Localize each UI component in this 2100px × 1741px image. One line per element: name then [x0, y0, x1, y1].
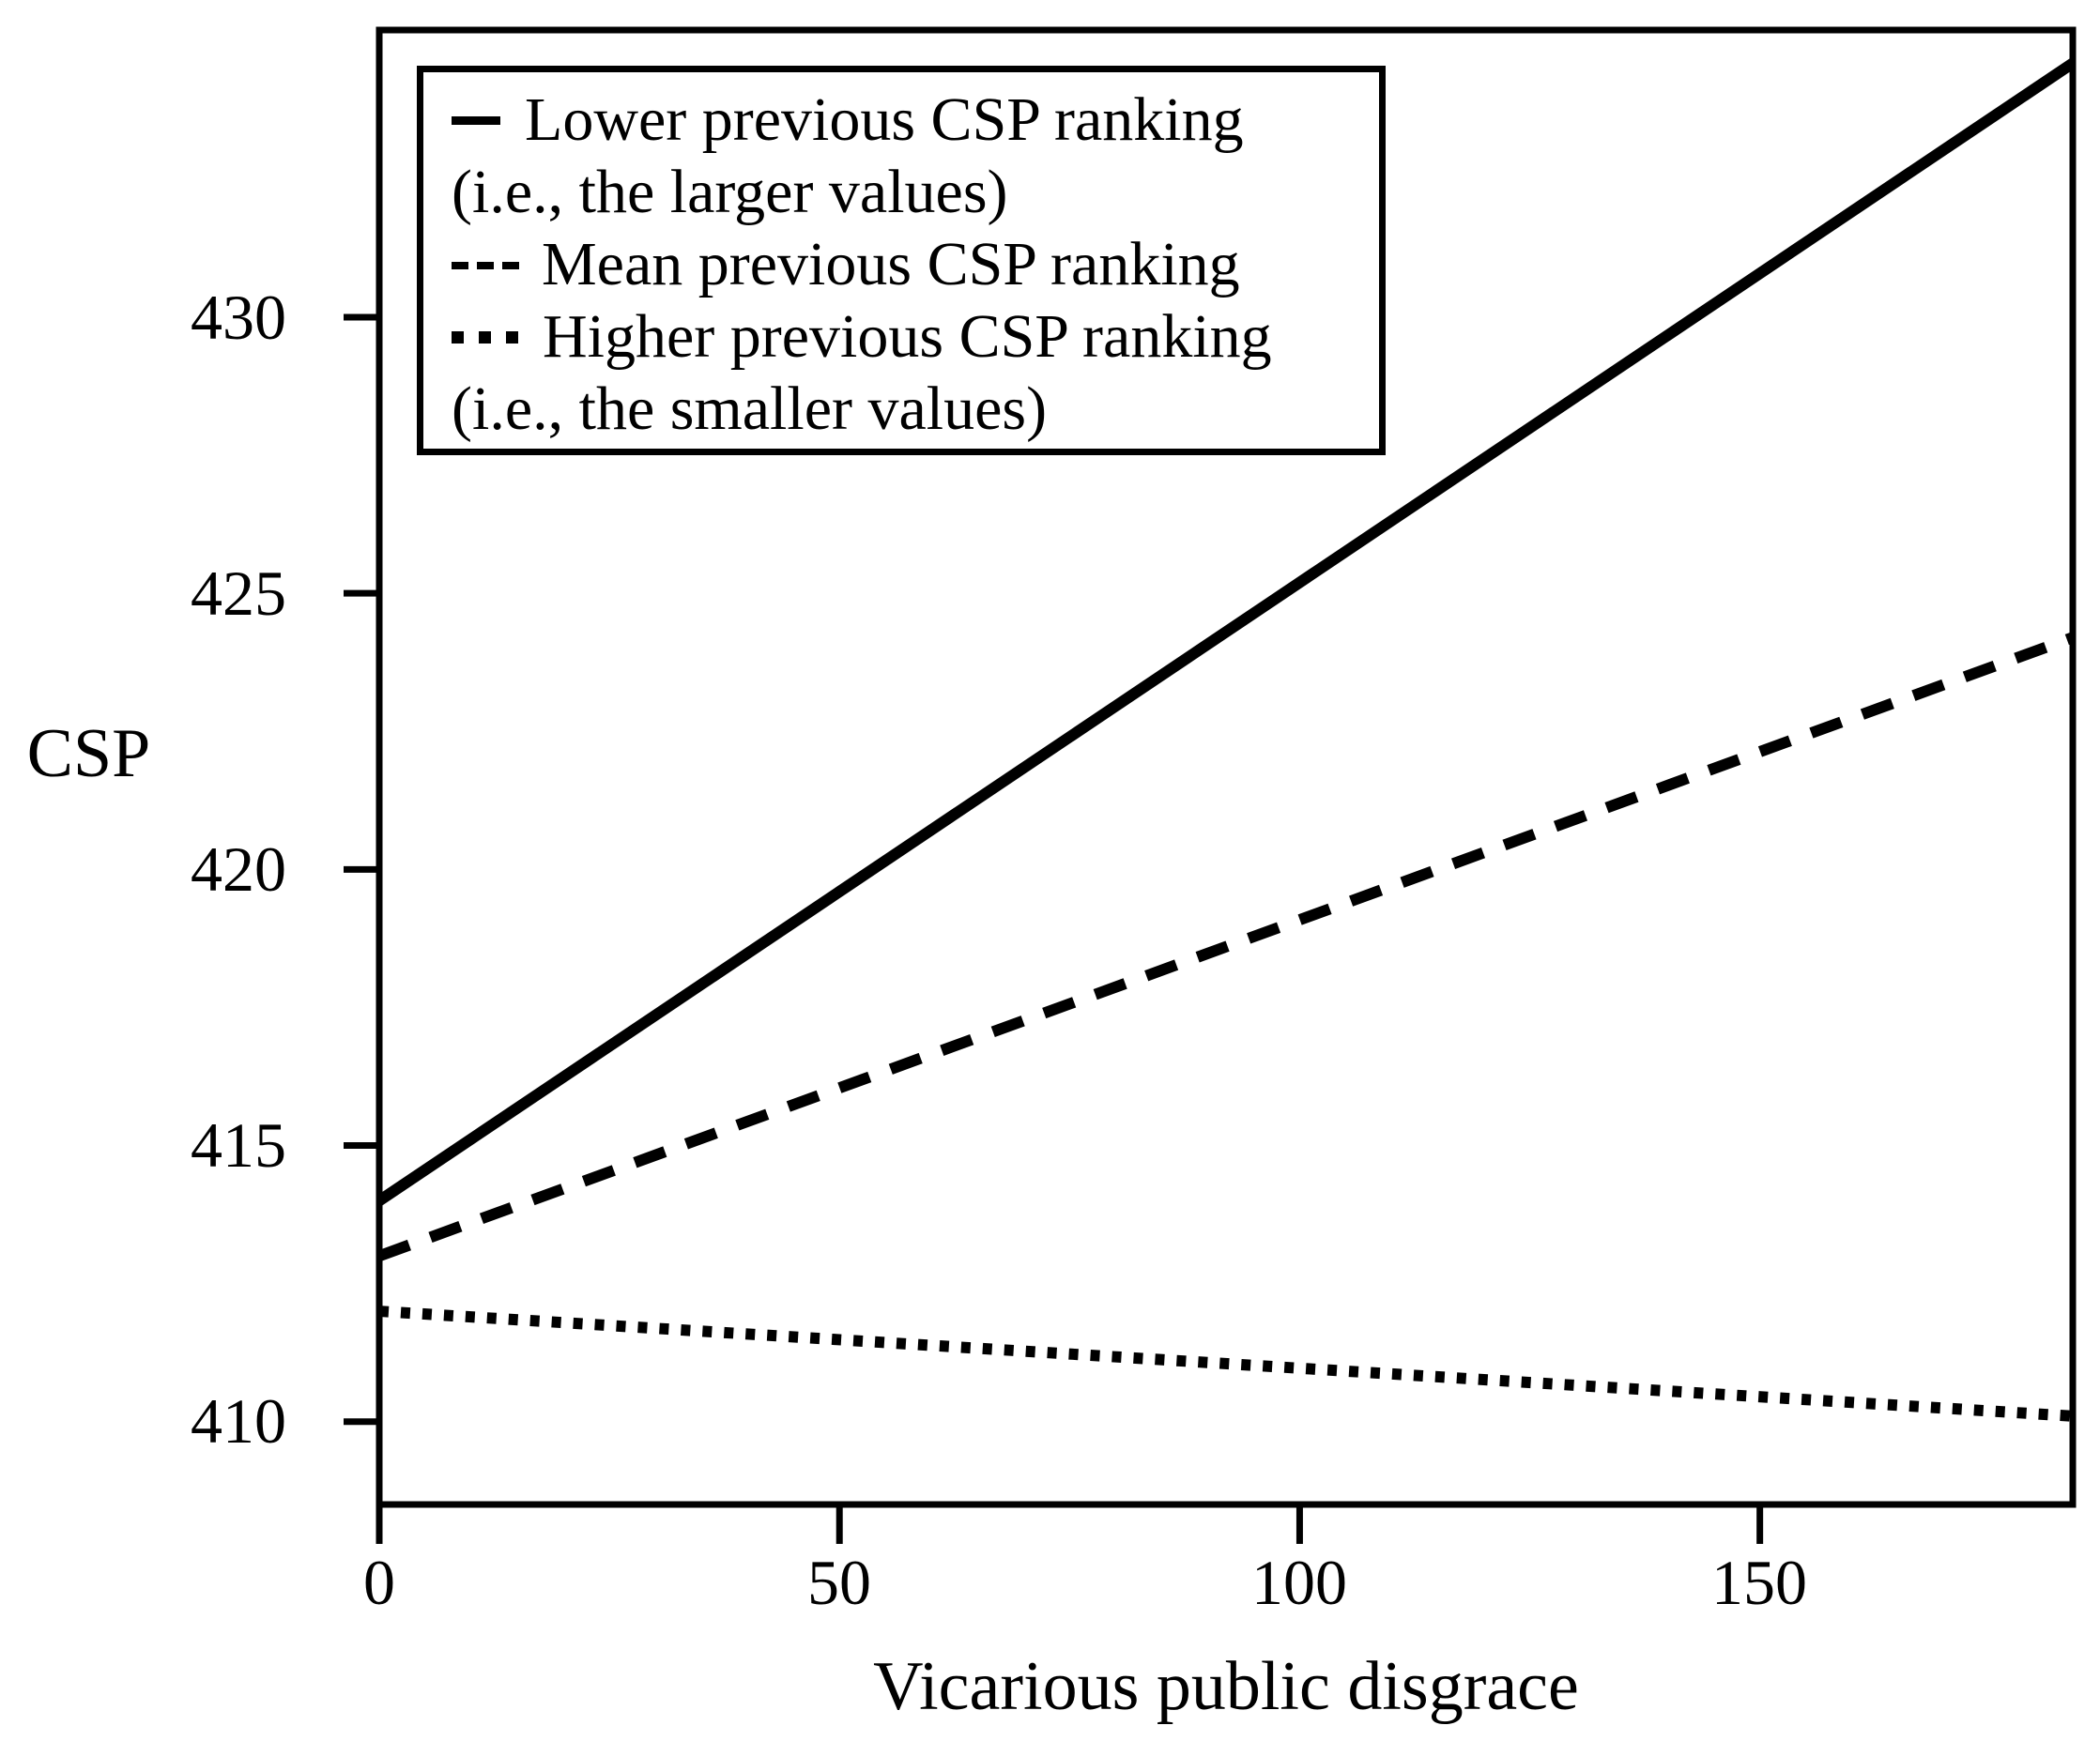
legend-label-dotted-continuation: (i.e., the smaller values) — [452, 374, 1048, 443]
legend-row-dashed: Mean previous CSP ranking — [452, 228, 1364, 300]
y-tick-label-415: 415 — [191, 1109, 286, 1181]
y-tick-label-425: 425 — [191, 557, 286, 629]
series-line-solid — [376, 58, 2077, 1206]
series-line-dashed — [376, 632, 2076, 1261]
legend-dotted-line-sample — [452, 331, 518, 344]
legend-row-dotted: Higher previous CSP ranking — [452, 300, 1364, 373]
x-tick-label-0: 0 — [363, 1547, 395, 1618]
x-tick-label-100: 100 — [1251, 1547, 1347, 1618]
x-tick-label-150: 150 — [1711, 1547, 1807, 1618]
plot-border — [376, 26, 2077, 1508]
y-tick-label-420: 420 — [191, 833, 286, 905]
legend-solid-line-sample — [452, 116, 500, 126]
y-tick-label-430: 430 — [191, 282, 286, 353]
y-tick-label-410: 410 — [191, 1385, 286, 1457]
y-axis-title: CSP — [26, 715, 151, 792]
series-line-dotted — [378, 1306, 2074, 1422]
legend-row-solid: Lower previous CSP ranking — [452, 84, 1364, 156]
x-axis-title: Vicarious public disgrace — [873, 1648, 1579, 1725]
legend-label-solid-continuation: (i.e., the larger values) — [452, 158, 1008, 226]
legend-box: Lower previous CSP ranking (i.e., the la… — [417, 66, 1386, 455]
legend-label-dotted: Higher previous CSP ranking — [543, 302, 1272, 371]
legend-label-solid: Lower previous CSP ranking — [525, 85, 1244, 154]
legend-label-dashed: Mean previous CSP ranking — [542, 230, 1240, 298]
legend-dashed-line-sample — [452, 261, 519, 269]
x-tick-label-50: 50 — [807, 1547, 871, 1618]
